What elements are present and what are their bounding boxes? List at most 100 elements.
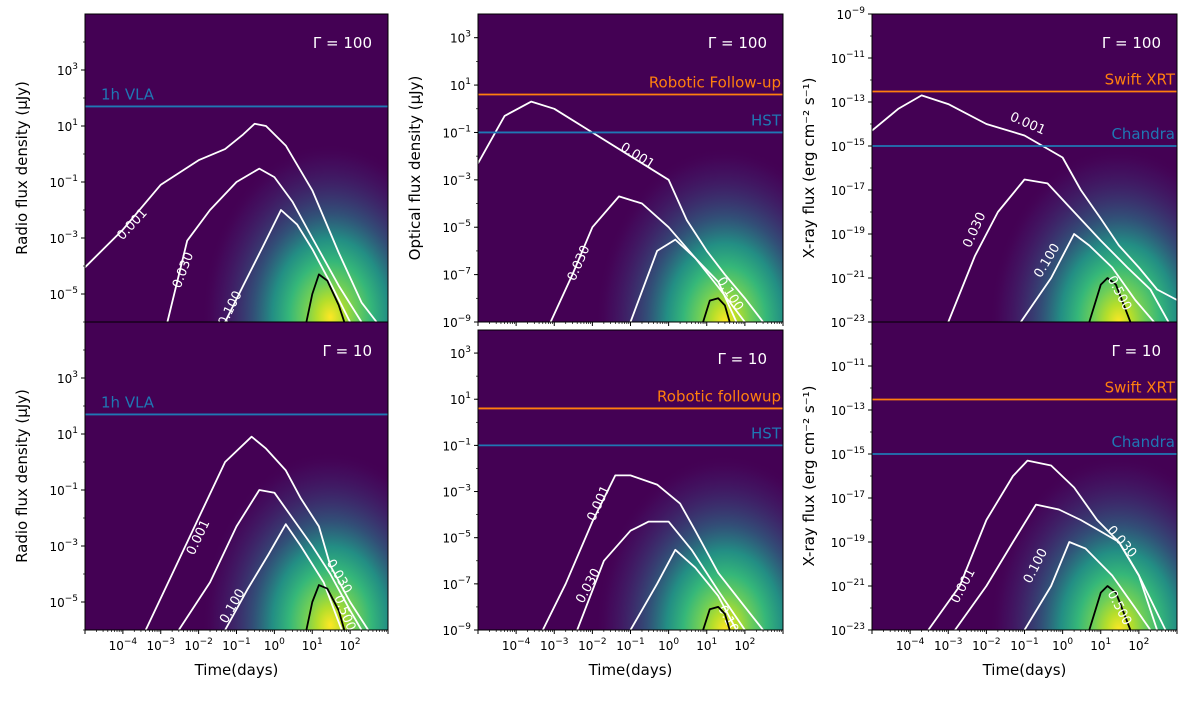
y-tick-label: 10−1: [442, 437, 471, 453]
y-tick-label: 10−9: [442, 622, 471, 638]
heatmap-density: [478, 330, 783, 630]
gamma-annotation: Γ = 100: [1102, 34, 1161, 52]
contour-line-0.001: [478, 100, 764, 322]
x-axis-label: Time(days): [982, 661, 1067, 679]
y-tick-label: 103: [57, 370, 78, 386]
threshold-label: Swift XRT: [1105, 379, 1176, 397]
threshold-label: Chandra: [1111, 125, 1175, 143]
gamma-annotation: Γ = 100: [313, 34, 372, 52]
contour-line-0.100: [224, 209, 351, 322]
y-tick-label: 10−9: [836, 6, 865, 22]
contour-line-0.001: [144, 435, 369, 630]
contour-line-0.100: [629, 548, 738, 630]
y-tick-label: 10−19: [831, 226, 866, 242]
y-tick-label: 10−3: [49, 230, 78, 246]
contour-line-0.500: [702, 297, 731, 322]
contour-line-0.030: [178, 489, 363, 630]
y-tick-label: 101: [57, 426, 78, 442]
y-tick-label: 10−1: [49, 482, 78, 498]
gamma-annotation: Γ = 10: [322, 342, 372, 360]
contour-line-0.100: [224, 523, 343, 630]
contour-line-0.030: [576, 520, 746, 630]
heatmap-density: [872, 322, 1177, 630]
x-tick-label: 101: [696, 637, 717, 653]
y-tick-label: 10−7: [442, 267, 471, 283]
gamma-annotation: Γ = 100: [708, 34, 767, 52]
y-tick-label: 10−17: [831, 490, 865, 506]
x-tick-label: 10−4: [109, 637, 138, 653]
contour-line-0.100: [629, 238, 738, 322]
y-tick-label: 101: [57, 118, 78, 134]
contour-line-0.030: [954, 503, 1158, 630]
heatmap-density: [478, 14, 783, 322]
x-tick-label: 100: [1052, 637, 1073, 653]
x-tick-label: 10−2: [972, 637, 1001, 653]
contour-line-0.500: [305, 273, 346, 322]
x-tick-label: 102: [340, 637, 361, 653]
contour-line-0.030: [166, 167, 363, 322]
y-axis-label: Radio flux density (μJy): [13, 389, 31, 563]
y-tick-label: 10−3: [49, 538, 78, 554]
x-tick-label: 10−1: [616, 637, 645, 653]
y-tick-label: 10−21: [831, 270, 865, 286]
threshold-label: 1h VLA: [101, 393, 155, 411]
y-tick-label: 10−5: [49, 286, 78, 302]
threshold-label: HST: [751, 111, 782, 129]
contour-line-0.500: [702, 606, 731, 630]
contour-line-0.001: [85, 122, 378, 322]
x-tick-label: 10−1: [1010, 637, 1039, 653]
x-tick-label: 100: [264, 637, 285, 653]
y-tick-label: 10−13: [831, 402, 865, 418]
y-axis-label: X-ray flux (erg cm⁻² s⁻¹): [800, 386, 818, 567]
y-tick-label: 10−23: [831, 622, 865, 638]
x-tick-label: 10−3: [540, 637, 569, 653]
x-tick-label: 10−2: [184, 637, 213, 653]
threshold-label: Chandra: [1111, 433, 1175, 451]
x-tick-label: 101: [1090, 637, 1111, 653]
y-tick-label: 103: [450, 345, 471, 361]
y-tick-label: 10−11: [831, 50, 865, 66]
y-tick-label: 10−1: [442, 124, 471, 140]
x-tick-label: 10−4: [502, 637, 531, 653]
contour-line-0.030: [549, 195, 746, 322]
contour-line-0.500: [305, 584, 346, 630]
x-axis-label: Time(days): [588, 661, 673, 679]
heatmap-density: [85, 14, 388, 322]
y-tick-label: 10−15: [831, 446, 865, 462]
threshold-label: Swift XRT: [1105, 71, 1176, 89]
y-tick-label: 10−23: [831, 314, 865, 330]
x-tick-label: 10−3: [146, 637, 175, 653]
y-tick-label: 10−3: [442, 484, 471, 500]
y-tick-label: 10−13: [831, 94, 865, 110]
y-tick-label: 10−11: [831, 358, 865, 374]
y-tick-label: 10−5: [49, 594, 78, 610]
y-tick-label: 10−1: [49, 174, 78, 190]
contour-line-0.001: [872, 94, 1177, 301]
x-tick-label: 100: [658, 637, 679, 653]
contour-line-0.500: [1088, 277, 1132, 322]
contour-line-0.100: [1023, 541, 1152, 630]
x-tick-label: 10−2: [578, 637, 607, 653]
contour-line-0.100: [1020, 233, 1155, 322]
y-axis-label: Optical flux density (μJy): [406, 76, 424, 261]
threshold-label: Robotic Follow-up: [649, 74, 781, 92]
threshold-label: 1h VLA: [101, 85, 155, 103]
y-tick-label: 10−9: [442, 314, 471, 330]
heatmap-density: [872, 14, 1177, 322]
y-tick-label: 10−17: [831, 182, 865, 198]
y-tick-label: 10−15: [831, 138, 865, 154]
x-tick-label: 101: [302, 637, 323, 653]
y-tick-label: 10−3: [442, 172, 471, 188]
y-tick-label: 103: [450, 30, 471, 46]
gamma-annotation: Γ = 10: [1111, 342, 1161, 360]
contour-line-0.500: [1088, 585, 1132, 630]
y-tick-label: 101: [450, 77, 471, 93]
y-axis-label: X-ray flux (erg cm⁻² s⁻¹): [800, 78, 818, 259]
y-tick-label: 10−21: [831, 578, 865, 594]
y-tick-label: 10−5: [442, 219, 471, 235]
